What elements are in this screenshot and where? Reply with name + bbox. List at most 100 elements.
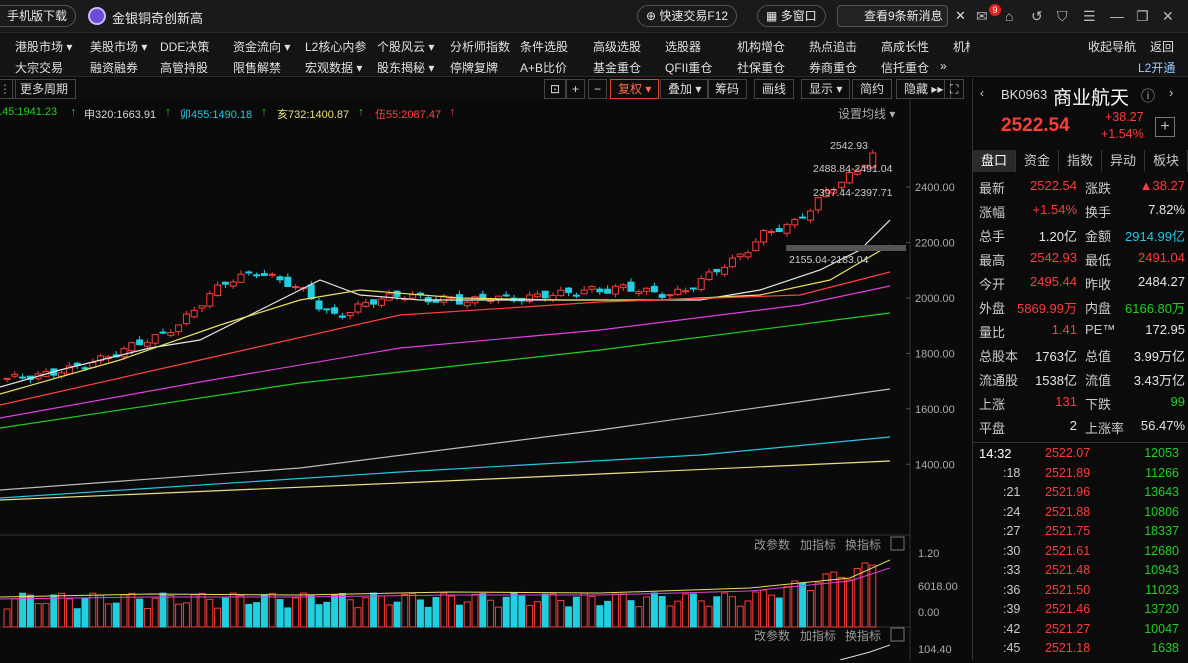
menu-item-r2-12[interactable]: 信托重仓 [881, 61, 930, 75]
collapse-nav-link[interactable]: 收起导航 [1088, 40, 1137, 54]
volume-bar [198, 592, 206, 628]
ma-settings-link[interactable]: 设置均线 ▾ [838, 107, 895, 121]
menu-item-r2-4[interactable]: 宏观数据 ▾ [305, 61, 363, 75]
prev-icon[interactable]: ‹ [980, 86, 984, 100]
menu-item-r2-3[interactable]: 限售解禁 [233, 61, 282, 75]
menu-item-r2-10[interactable]: 社保重仓 [737, 61, 786, 75]
ma-arrow-icon: ↑ [358, 106, 364, 118]
close-panel-icon[interactable] [890, 536, 905, 551]
indicator2-add_ind[interactable]: 加指标 [800, 628, 836, 643]
quote-tab-3[interactable]: 异动 [1102, 150, 1145, 172]
lock-icon[interactable]: ⊡ [544, 79, 567, 99]
menu-item-r2-2[interactable]: 高管持股 [160, 61, 209, 75]
candle-body [666, 294, 674, 297]
hide-button[interactable]: 隐藏 ▸▸ [896, 79, 952, 99]
shirt-icon[interactable]: ⛉ [1057, 8, 1068, 24]
fuquan-button[interactable]: 复权 ▾ [610, 79, 660, 99]
candle-body [182, 313, 190, 325]
menu-item-r1-6[interactable]: 分析师指数 [450, 40, 511, 54]
menu-item-r2-7[interactable]: A+B比价 [520, 61, 568, 75]
minimize-icon[interactable]: — [1110, 8, 1124, 24]
close-icon[interactable]: ✕ [955, 8, 966, 23]
tick-volume: 13720 [1144, 602, 1179, 616]
kline-chart[interactable]: 2400.00 2200.00 2000.00 1800.00 1600.00 1400.… [0, 100, 970, 661]
indicator-add_ind[interactable]: 加指标 [800, 537, 836, 552]
menu-item-r2-11[interactable]: 券商重仓 [809, 61, 858, 75]
zoom-out-icon[interactable]: − [588, 79, 608, 99]
close-window-icon[interactable]: ✕ [1162, 8, 1174, 24]
tick-price: 2522.07 [1045, 446, 1091, 460]
menu-icon[interactable]: ☰ [1083, 8, 1096, 24]
menu-item-r1-2[interactable]: DDE决策 [160, 40, 210, 54]
menu-item-r2-5[interactable]: 股东揭秘 ▾ [377, 61, 435, 75]
back-icon[interactable]: ↺ [1031, 8, 1043, 24]
candle-body [869, 152, 877, 168]
add-watchlist-button[interactable]: + [1155, 117, 1175, 137]
volume-bar [19, 592, 27, 628]
quote-tab-2[interactable]: 指数 [1059, 150, 1102, 172]
display-button[interactable]: 显示 ▾ [801, 79, 851, 99]
overlay-button[interactable]: 叠加 ▾ [660, 79, 710, 99]
settings-stub[interactable]: ⋮ [0, 79, 16, 99]
next-icon[interactable]: › [1169, 85, 1174, 100]
menu-item-r1-12[interactable]: 高成长性 [881, 40, 930, 54]
menu-item-r1-4[interactable]: L2核心内参 [305, 40, 367, 54]
zoom-in-icon[interactable]: + [566, 79, 586, 99]
volume-bar [838, 576, 846, 628]
quote-label: 量比 [979, 325, 1006, 340]
close-panel2-icon[interactable] [890, 627, 905, 642]
quick-trade-button[interactable]: ⊕ 快速交易F12 [637, 5, 738, 27]
menu-item-r1-1[interactable]: 美股市场 ▾ [90, 40, 148, 54]
volume-bar [81, 597, 89, 628]
kline-chart-svg[interactable]: 2400.00 2200.00 2000.00 1800.00 1600.00 1400.… [0, 100, 970, 661]
menu-item-r2-9[interactable]: QFII重仓 [665, 61, 713, 75]
mobile-download-button[interactable]: 手机版下载 [0, 5, 77, 27]
menu-item-r1-9[interactable]: 选股器 [665, 40, 702, 54]
drawing-button[interactable]: 画线 [754, 79, 795, 99]
menu-item-r1-10[interactable]: 机构增仓 [737, 40, 786, 54]
menu-item-r1-8[interactable]: 高级选股 [593, 40, 642, 54]
fullscreen-icon[interactable]: ⛶ [944, 79, 965, 99]
more-period-button[interactable]: 更多周期 [12, 79, 77, 99]
quote-tab-4[interactable]: 板块 [1145, 150, 1188, 172]
info-icon[interactable]: ⓘ [1141, 88, 1155, 104]
indicator-params[interactable]: 改参数 [754, 537, 790, 552]
quote-tab-0[interactable]: 盘口 [973, 150, 1016, 172]
gold-news-link[interactable]: 金银铜奇创新高 [112, 11, 204, 26]
back-link[interactable]: 返回 [1150, 40, 1175, 54]
indicator-switch_ind[interactable]: 换指标 [845, 537, 881, 552]
quote-value: 2522.54 [1030, 178, 1077, 193]
indicator2-params[interactable]: 改参数 [754, 628, 790, 643]
indicator2-switch_ind[interactable]: 换指标 [845, 628, 881, 643]
volume-bar [799, 582, 807, 628]
volume-bar [190, 594, 198, 628]
volume-bar [416, 599, 424, 628]
menu-item-r2-8[interactable]: 基金重仓 [593, 61, 642, 75]
menu-item-r1-5[interactable]: 个股风云 ▾ [377, 40, 435, 54]
menu-item-r1-3[interactable]: 资金流向 ▾ [233, 40, 291, 54]
menu-item-r1-11[interactable]: 热点追击 [809, 40, 858, 54]
restore-icon[interactable]: ❐ [1136, 8, 1149, 24]
simple-button[interactable]: 简约 [852, 79, 893, 99]
chips-button[interactable]: 筹码 [707, 79, 748, 99]
messages-button[interactable]: 查看9条新消息 [837, 5, 948, 27]
volume-bar [58, 592, 66, 628]
volume-bar [354, 607, 362, 628]
menu-item-r2-13[interactable]: » [940, 59, 947, 73]
candle-body [11, 373, 19, 377]
menu-item-r1-0[interactable]: 港股市场 ▾ [15, 40, 73, 54]
menu-item-r1-7[interactable]: 条件选股 [520, 40, 569, 54]
ma-label-3: 亥732:1400.87 [277, 109, 350, 121]
menu-item-r2-1[interactable]: 融资融券 [90, 61, 139, 75]
menu-item-r2-0[interactable]: 大宗交易 [15, 61, 64, 75]
quote-tab-1[interactable]: 资金 [1016, 150, 1059, 172]
mail-icon[interactable]: ✉ [976, 8, 988, 24]
candle-body [705, 271, 713, 281]
tick-time: :27 [1003, 524, 1021, 538]
multi-window-button[interactable]: ▦ 多窗口 [757, 5, 826, 27]
ma-line-3 [0, 285, 891, 419]
home-icon[interactable]: ⌂ [1005, 8, 1014, 24]
l2-open-link[interactable]: L2开通 [1138, 61, 1176, 75]
menu-item-r2-6[interactable]: 停牌复牌 [450, 61, 499, 75]
candle-body [728, 257, 736, 268]
